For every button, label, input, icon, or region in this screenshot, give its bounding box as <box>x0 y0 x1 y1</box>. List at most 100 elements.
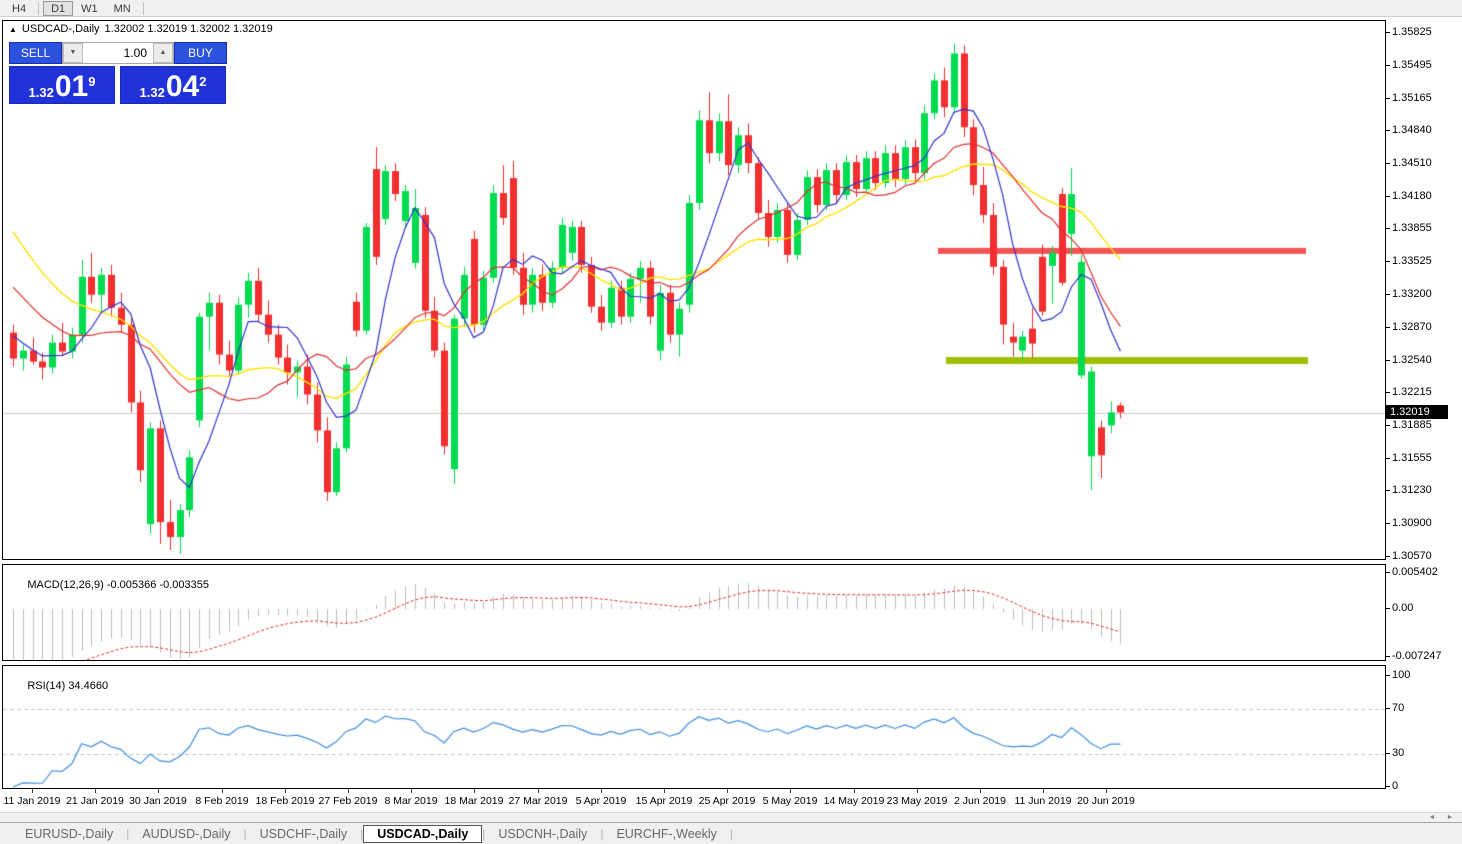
date-tick <box>854 789 855 793</box>
toolbar-separator <box>38 1 40 15</box>
volume-input[interactable] <box>83 43 153 63</box>
macd-label: MACD(12,26,9) -0.005366 -0.003355 <box>27 579 209 591</box>
price-tick-label-tick <box>1386 65 1390 66</box>
price-tick-label-tick <box>1386 523 1390 524</box>
rsi-tick-label: 100 <box>1392 669 1411 681</box>
chart-title: ▲ USDCAD-,Daily 1.32002 1.32019 1.32002 … <box>9 23 273 35</box>
date-label: 2 Jun 2019 <box>954 795 1006 807</box>
rsi-tick-label-tick <box>1386 753 1390 754</box>
macd-tick-label: 0.00 <box>1392 602 1414 614</box>
macd-indicator-panel: MACD(12,26,9) -0.005366 -0.003355 <box>2 564 1386 661</box>
date-tick <box>411 789 412 793</box>
macd-tick-label-tick <box>1386 572 1390 573</box>
price-tick-label: 1.35825 <box>1392 26 1432 38</box>
price-tick-label: 1.34510 <box>1392 157 1432 169</box>
date-tick <box>95 789 96 793</box>
sell-price-pip: 9 <box>88 74 96 89</box>
date-label: 5 May 2019 <box>762 795 818 807</box>
price-tick-label-tick <box>1386 425 1390 426</box>
tab-usdcnh[interactable]: USDCNH-,Daily <box>498 826 588 841</box>
tab-eurusd[interactable]: EURUSD-,Daily <box>25 826 114 841</box>
rsi-canvas[interactable] <box>3 666 1385 788</box>
symbol-expand-icon[interactable]: ▲ <box>9 24 17 34</box>
macd-canvas[interactable] <box>3 565 1385 660</box>
price-tick-label: 1.32870 <box>1392 321 1432 333</box>
timeframe-button-d1[interactable]: D1 <box>43 0 74 16</box>
date-label: 21 Jan 2019 <box>66 795 124 807</box>
sell-price-base: 1.32 <box>28 85 54 100</box>
date-label: 18 Feb 2019 <box>255 795 315 807</box>
date-label: 11 Jan 2019 <box>3 795 61 807</box>
price-tick-label-tick <box>1386 196 1390 197</box>
tab-usdcad[interactable]: USDCAD-,Daily <box>363 824 483 843</box>
volume-decrease-button[interactable]: ▼ <box>63 43 83 63</box>
timeframe-button-h4[interactable]: H4 <box>12 2 27 15</box>
price-tick-label: 1.35165 <box>1392 92 1432 104</box>
price-tick-label-tick <box>1386 327 1390 328</box>
volume-increase-button[interactable]: ▲ <box>153 43 173 63</box>
timeframe-toolbar: H4 D1 W1 MN <box>0 0 1462 17</box>
rsi-tick-label: 70 <box>1392 702 1405 714</box>
sell-price-display[interactable]: 1.32 01 9 <box>9 66 115 104</box>
scroll-left-icon[interactable]: ◄ <box>1428 814 1436 821</box>
price-tick-label-tick <box>1386 556 1390 557</box>
price-tick-label: 1.32540 <box>1392 354 1432 366</box>
price-tick-label-tick <box>1386 458 1390 459</box>
timeframe-button-w1[interactable]: W1 <box>81 2 98 15</box>
date-tick <box>917 789 918 793</box>
price-tick-label-tick <box>1386 98 1390 99</box>
rsi-tick-label-tick <box>1386 708 1390 709</box>
rsi-tick-label: 30 <box>1392 747 1405 759</box>
price-tick-label: 1.30570 <box>1392 550 1432 562</box>
price-tick-label-tick <box>1386 228 1390 229</box>
rsi-indicator-panel: RSI(14) 34.4660 <box>2 665 1386 789</box>
date-label: 27 Feb 2019 <box>318 795 378 807</box>
scroll-right-icon[interactable]: ► <box>1446 814 1454 821</box>
date-tick <box>348 789 349 793</box>
buy-price-display[interactable]: 1.32 04 2 <box>120 66 226 104</box>
buy-price-base: 1.32 <box>139 85 165 100</box>
tab-separator: | <box>482 826 486 841</box>
date-tick <box>980 789 981 793</box>
date-label: 8 Feb 2019 <box>195 795 249 807</box>
date-label: 14 May 2019 <box>823 795 885 807</box>
buy-button[interactable]: BUY <box>174 42 227 64</box>
price-chart-canvas[interactable] <box>3 21 1385 559</box>
date-tick <box>790 789 791 793</box>
price-tick-label-tick <box>1386 294 1390 295</box>
rsi-tick-label-tick <box>1386 675 1390 676</box>
price-tick-label-tick <box>1386 360 1390 361</box>
horizontal-scrollbar[interactable]: ◄ ► <box>0 812 1462 822</box>
date-label: 25 Apr 2019 <box>698 795 756 807</box>
timeframe-button-mn[interactable]: MN <box>113 2 131 15</box>
price-tick-label-tick <box>1386 490 1390 491</box>
macd-tick-label: -0.007247 <box>1392 650 1442 662</box>
tab-separator: | <box>243 826 247 841</box>
macd-tick-label: 0.005402 <box>1392 566 1438 578</box>
price-tick-label-tick <box>1386 392 1390 393</box>
tab-separator: | <box>126 826 130 841</box>
date-label: 11 Jun 2019 <box>1014 795 1072 807</box>
price-tick-label: 1.31230 <box>1392 484 1432 496</box>
date-axis[interactable]: 11 Jan 2019 21 Jan 2019 30 Jan 2019 8 Feb 2… <box>2 789 1386 812</box>
date-label: 8 Mar 2019 <box>384 795 438 807</box>
date-label: 20 Jun 2019 <box>1077 795 1135 807</box>
rsi-tick-label-tick <box>1386 786 1390 787</box>
date-label: 18 Mar 2019 <box>444 795 504 807</box>
date-tick <box>285 789 286 793</box>
date-tick <box>601 789 602 793</box>
price-tick-label-tick <box>1386 163 1390 164</box>
price-tick-label: 1.30900 <box>1392 517 1432 529</box>
date-tick <box>1106 789 1107 793</box>
tab-eurchf[interactable]: EURCHF-,Weekly <box>616 826 717 841</box>
sell-button[interactable]: SELL <box>9 42 62 64</box>
tab-audusd[interactable]: AUDUSD-,Daily <box>142 826 231 841</box>
date-tick <box>222 789 223 793</box>
main-chart-panel: ▲ USDCAD-,Daily 1.32002 1.32019 1.32002 … <box>2 20 1386 560</box>
buy-price-pip: 2 <box>199 74 207 89</box>
date-tick <box>474 789 475 793</box>
price-tick-label: 1.31555 <box>1392 452 1432 464</box>
date-label: 15 Apr 2019 <box>635 795 693 807</box>
price-tick-label-tick <box>1386 32 1390 33</box>
tab-usdchf[interactable]: USDCHF-,Daily <box>259 826 348 841</box>
